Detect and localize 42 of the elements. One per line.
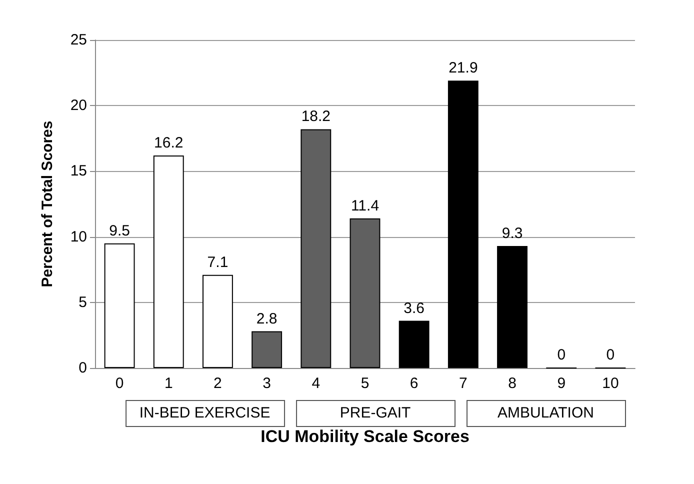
bar <box>202 274 233 368</box>
y-tick-label: 25 <box>70 32 87 48</box>
data-label: 9.5 <box>109 222 130 240</box>
x-tick-label: 10 <box>602 375 619 392</box>
data-label: 9.3 <box>502 224 523 242</box>
x-tick-label: 6 <box>410 375 418 392</box>
bar <box>300 129 332 368</box>
data-label: 16.2 <box>154 134 184 152</box>
data-label: 21.9 <box>448 60 478 77</box>
x-tick-label: 1 <box>164 375 173 392</box>
bar <box>350 218 380 368</box>
bar <box>153 155 184 368</box>
text: AMBULATION <box>498 404 594 422</box>
x-tick-label: 4 <box>312 375 320 392</box>
x-tick-label: 3 <box>262 375 271 392</box>
bar <box>448 80 478 368</box>
data-label: 2.8 <box>256 310 278 328</box>
data-label: 0 <box>606 346 615 364</box>
text: PRE-GAIT <box>340 404 411 422</box>
x-tick-label: 2 <box>214 375 222 392</box>
x-axis-title: ICU Mobility Scale Scores <box>260 427 470 446</box>
text: IN-BED EXERCISE <box>139 404 270 422</box>
y-axis-title: Percent of Total Scores <box>39 120 56 288</box>
bar <box>104 243 135 368</box>
y-tick-label: 10 <box>70 228 87 246</box>
bar <box>252 331 282 368</box>
data-label: 18.2 <box>301 108 331 126</box>
x-tick-label: 5 <box>360 375 370 392</box>
bar <box>497 246 528 368</box>
data-label: 11.4 <box>350 197 380 214</box>
bar <box>398 320 430 368</box>
x-tick-label: 7 <box>459 375 468 392</box>
data-label: 3.6 <box>404 300 425 317</box>
data-label: 7.1 <box>207 254 228 271</box>
y-tick-label: 0 <box>78 360 87 376</box>
x-tick-label: 0 <box>115 375 124 392</box>
y-tick-label: 20 <box>70 97 87 114</box>
x-tick-label: 9 <box>557 375 566 392</box>
y-tick-label: 15 <box>70 162 87 180</box>
data-label: 0 <box>557 346 566 364</box>
y-tick-label: 5 <box>78 294 87 311</box>
x-tick-label: 8 <box>508 375 516 392</box>
